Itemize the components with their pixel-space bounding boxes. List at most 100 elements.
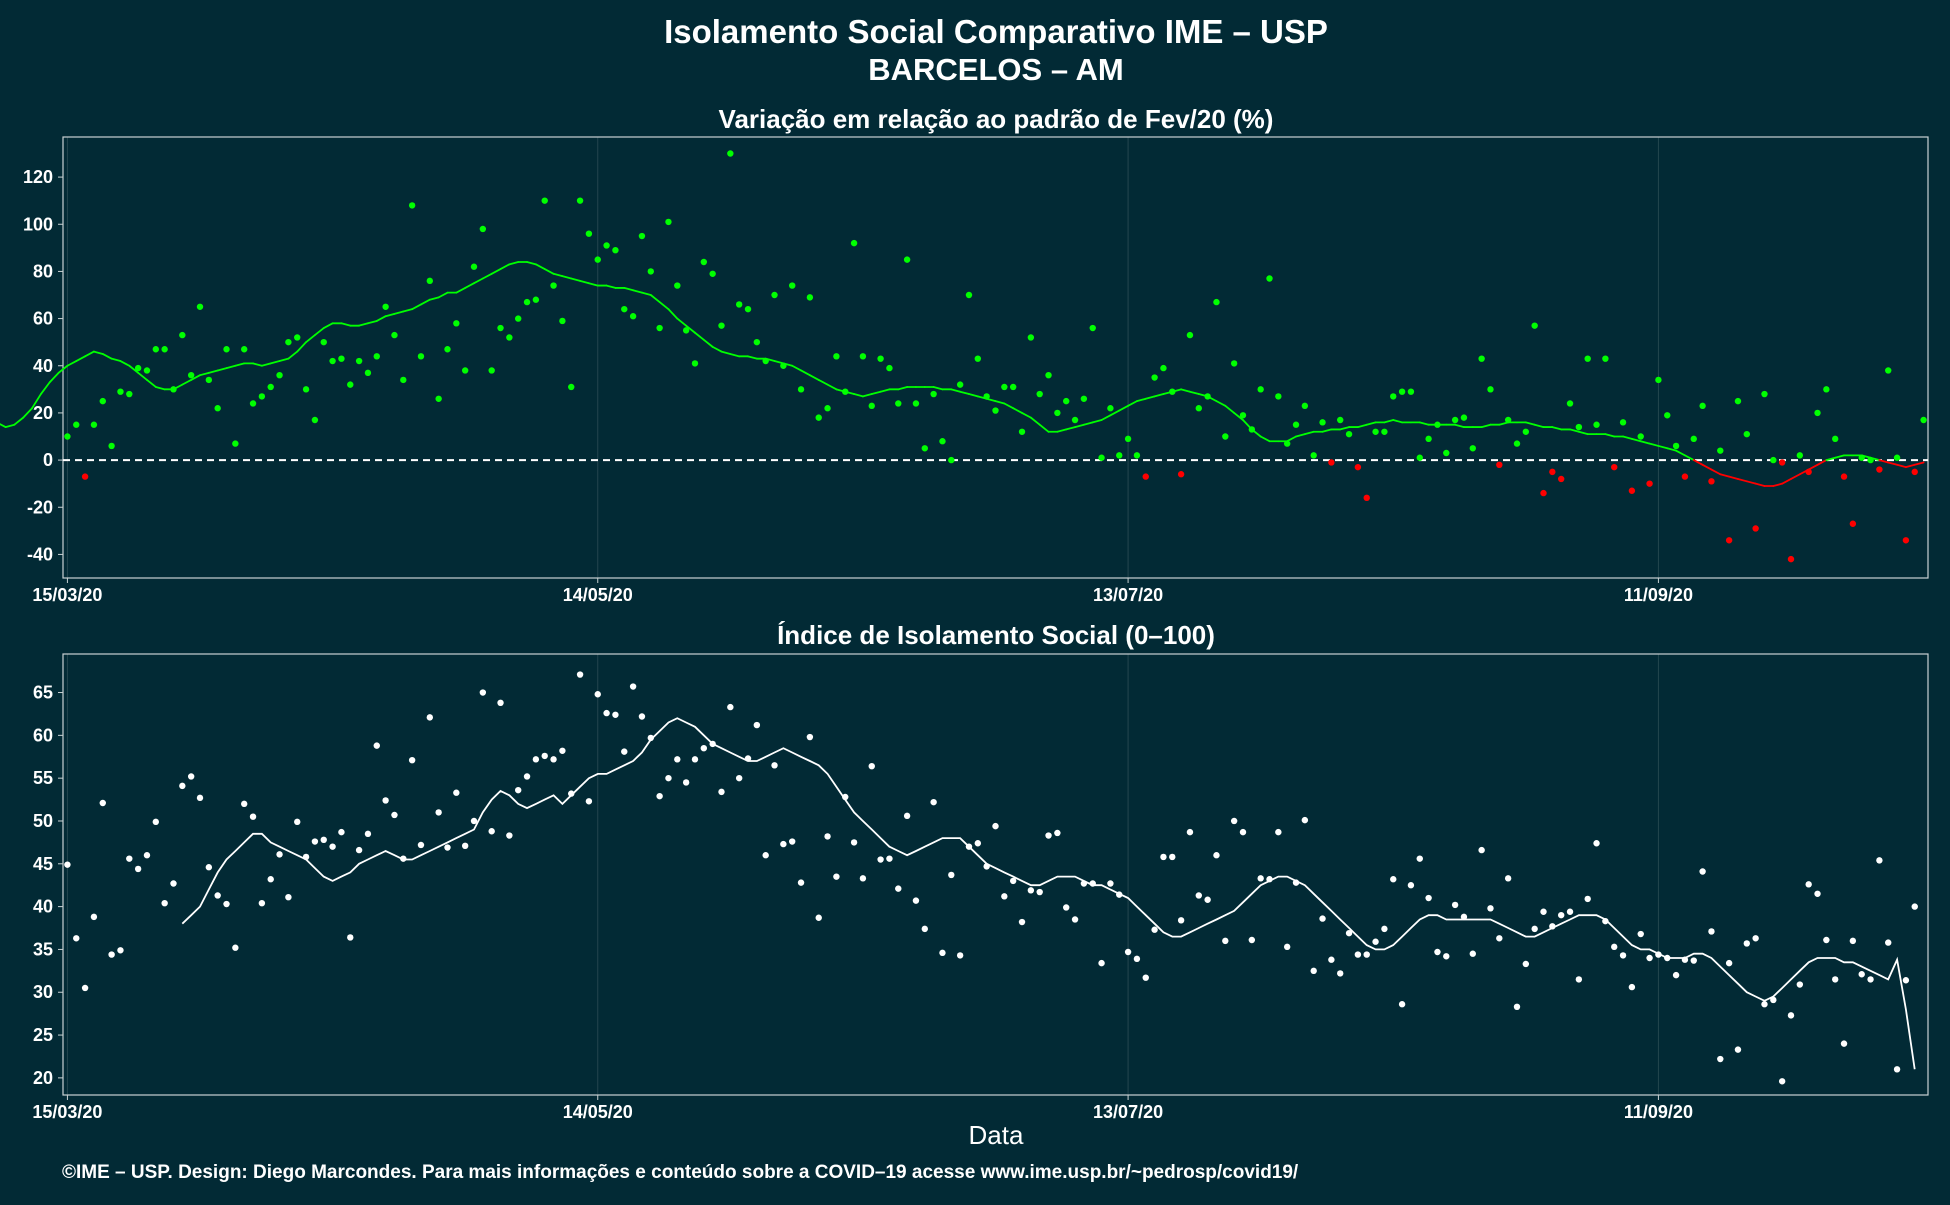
data-point: [329, 843, 336, 850]
data-point: [1451, 901, 1459, 909]
data-point: [1292, 421, 1300, 428]
moving-average-segment: [1038, 423, 1050, 433]
data-point: [1761, 1001, 1768, 1008]
y-tick-label: 0: [43, 450, 53, 470]
x-tick-label: 15/03/20: [32, 585, 102, 605]
data-point: [1584, 895, 1591, 903]
data-point: [391, 331, 398, 339]
data-point: [1186, 828, 1194, 836]
data-point: [1876, 466, 1883, 473]
data-point: [417, 841, 425, 849]
data-point: [196, 794, 204, 802]
data-point: [1151, 374, 1158, 381]
data-point: [126, 390, 133, 398]
data-point: [797, 879, 805, 886]
data-point: [347, 934, 354, 941]
data-point: [868, 762, 875, 770]
data-point: [1089, 324, 1096, 332]
data-point: [408, 756, 416, 764]
data-point: [1699, 868, 1706, 875]
data-point: [1390, 876, 1397, 883]
data-point: [64, 861, 71, 868]
data-point: [1063, 397, 1070, 405]
moving-average-segment: [375, 315, 387, 322]
data-point: [1098, 454, 1105, 461]
data-point: [1814, 409, 1821, 417]
data-point: [1885, 939, 1892, 946]
data-point: [1876, 857, 1883, 864]
moving-average-segment: [260, 362, 272, 367]
data-point: [912, 897, 920, 904]
moving-average-segment: [128, 364, 140, 374]
data-point: [1063, 904, 1070, 911]
data-point: [895, 400, 902, 407]
moving-average-segment: [75, 355, 86, 362]
y-tick-label: 80: [33, 261, 53, 281]
data-point: [1504, 416, 1512, 424]
data-point: [842, 793, 849, 801]
y-tick-label: 120: [23, 167, 53, 187]
data-point: [232, 440, 239, 447]
moving-average-segment: [57, 364, 69, 374]
data-point: [603, 242, 610, 249]
moving-average-segment: [1189, 390, 1200, 395]
moving-average-segment: [702, 338, 714, 348]
data-point: [1160, 364, 1167, 372]
data-point: [1054, 409, 1061, 417]
data-point: [1204, 393, 1211, 400]
moving-average-segment: [1754, 482, 1766, 487]
moving-average-segment: [490, 268, 502, 275]
data-point: [488, 828, 495, 835]
data-point: [1787, 555, 1795, 563]
data-point: [656, 324, 663, 332]
y-tick-label: 60: [33, 309, 53, 329]
data-point: [621, 748, 628, 755]
data-point: [903, 812, 911, 820]
data-point: [1787, 1012, 1795, 1019]
data-point: [727, 703, 734, 711]
data-point: [718, 788, 725, 796]
data-point: [1177, 917, 1185, 924]
data-point: [1522, 960, 1530, 968]
moving-average-segment: [305, 334, 316, 344]
data-point: [479, 689, 487, 696]
data-point: [709, 270, 716, 277]
moving-average-segment: [1737, 478, 1748, 483]
moving-average-segment: [1657, 445, 1669, 450]
moving-average-segment: [66, 360, 78, 367]
moving-average-segment: [1003, 402, 1015, 410]
moving-average-segment: [1454, 423, 1465, 428]
data-point: [638, 713, 646, 720]
data-point: [1496, 461, 1503, 469]
data-point: [258, 393, 266, 400]
data-point: [426, 714, 434, 721]
moving-average-segment: [84, 350, 95, 358]
data-point: [1469, 445, 1476, 452]
moving-average-segment: [1524, 421, 1536, 426]
moving-average-segment: [1569, 428, 1580, 433]
data-point: [232, 944, 239, 951]
data-point: [1593, 421, 1600, 428]
data-point: [1496, 935, 1503, 942]
data-point: [815, 414, 822, 421]
data-point: [1310, 967, 1317, 975]
data-point: [170, 880, 177, 887]
moving-average-segment: [1339, 426, 1350, 431]
data-point: [1717, 447, 1724, 454]
data-point: [709, 740, 716, 748]
y-tick-label: 40: [33, 356, 53, 376]
data-point: [240, 346, 248, 353]
data-point: [1354, 951, 1362, 958]
data-point: [1478, 355, 1485, 362]
moving-average-segment: [234, 362, 246, 367]
panel-index: Índice de Isolamento Social (0–100) 20 25…: [32, 620, 1929, 1122]
y-tick-label: 65: [33, 683, 53, 703]
data-point: [126, 855, 133, 862]
data-point: [258, 899, 266, 907]
data-point: [1275, 393, 1282, 400]
data-point: [143, 852, 151, 859]
data-point: [1770, 996, 1777, 1004]
data-point: [249, 813, 257, 820]
moving-average-segment: [862, 393, 873, 398]
